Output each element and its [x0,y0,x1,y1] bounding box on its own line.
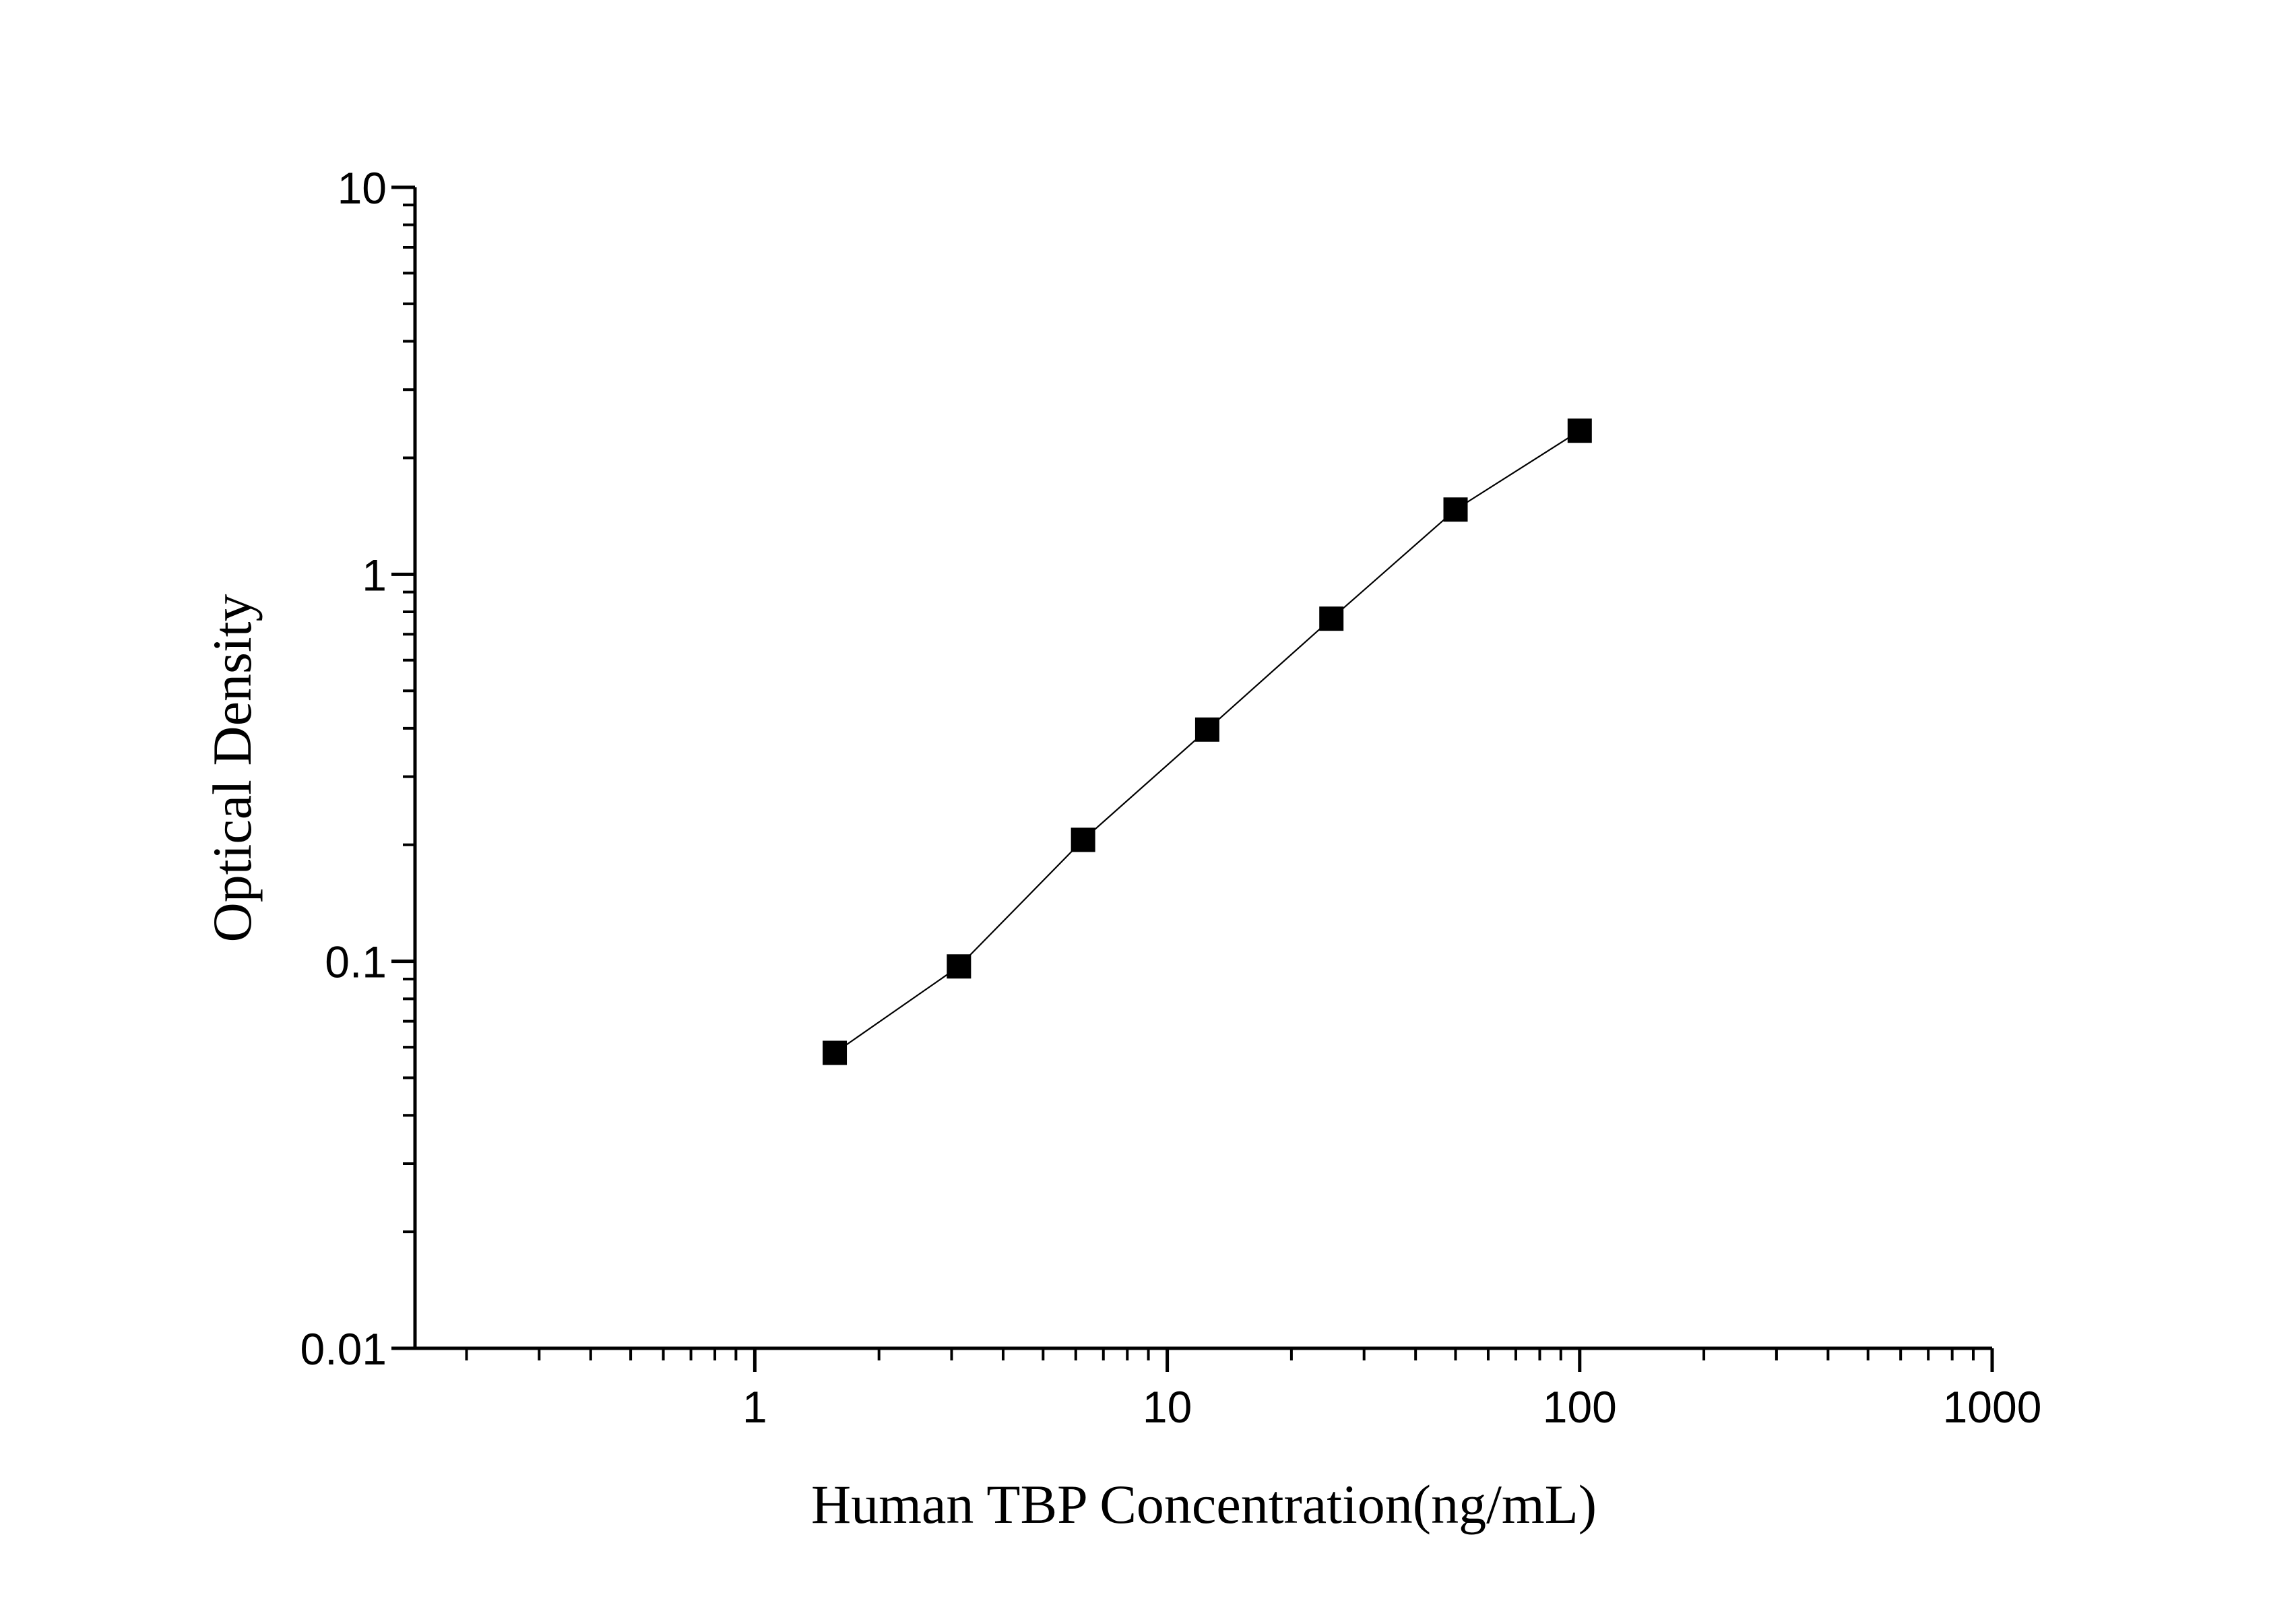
y-tick-label: 0.01 [300,1324,387,1374]
data-point [947,954,971,979]
y-axis-title: Optical Density [201,594,263,943]
x-tick-label: 1000 [1943,1382,2042,1432]
y-tick-label: 10 [338,163,387,213]
data-point [1319,606,1344,631]
x-tick-label: 1 [742,1382,767,1432]
y-tick-label: 1 [362,550,387,600]
data-point [1443,497,1468,522]
x-axis-title: Human TBP Concentration(ng/mL) [811,1474,1597,1535]
data-point [1194,717,1219,742]
series-line [834,430,1581,1054]
data-point [1071,827,1095,852]
x-tick-label: 100 [1543,1382,1617,1432]
x-tick-label: 10 [1143,1382,1192,1432]
y-tick-label: 0.1 [325,937,387,987]
data-point [823,1040,848,1065]
data-point [1567,418,1592,443]
